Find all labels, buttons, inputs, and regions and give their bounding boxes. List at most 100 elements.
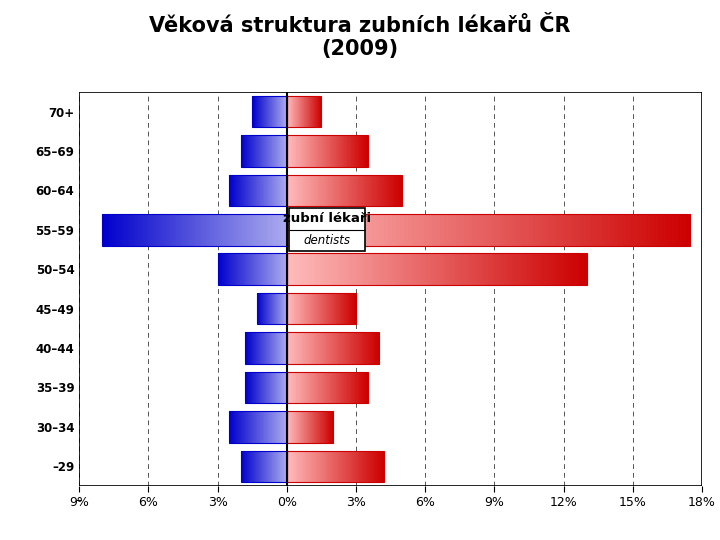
Bar xyxy=(310,450,311,482)
Bar xyxy=(331,135,332,167)
Bar xyxy=(246,372,287,403)
Bar xyxy=(339,135,340,167)
Bar xyxy=(239,214,240,246)
Bar xyxy=(309,450,310,482)
Bar xyxy=(324,293,325,325)
Bar xyxy=(323,174,324,206)
Bar xyxy=(324,372,325,403)
Bar xyxy=(238,253,239,285)
Bar xyxy=(343,174,344,206)
Bar xyxy=(335,293,336,325)
Bar xyxy=(236,253,237,285)
Bar xyxy=(287,135,367,167)
Bar xyxy=(344,174,346,206)
Bar xyxy=(377,253,380,285)
Bar xyxy=(316,450,317,482)
Bar xyxy=(265,214,266,246)
Bar xyxy=(235,214,237,246)
Bar xyxy=(163,214,165,246)
Bar xyxy=(303,332,305,364)
Bar xyxy=(305,372,306,403)
Bar xyxy=(339,332,341,364)
Bar xyxy=(261,214,263,246)
Bar xyxy=(622,214,626,246)
Bar xyxy=(334,135,336,167)
Bar xyxy=(167,214,168,246)
Bar xyxy=(229,174,287,206)
Bar xyxy=(320,332,321,364)
Bar xyxy=(278,253,279,285)
Bar xyxy=(298,450,300,482)
Bar xyxy=(322,135,323,167)
Bar xyxy=(350,253,353,285)
Bar xyxy=(307,174,309,206)
Bar xyxy=(332,174,333,206)
Bar xyxy=(276,253,277,285)
Bar xyxy=(327,293,328,325)
Bar xyxy=(343,372,344,403)
Bar xyxy=(376,214,379,246)
Bar xyxy=(338,253,341,285)
Bar xyxy=(306,332,307,364)
Bar xyxy=(371,253,374,285)
Bar xyxy=(469,214,472,246)
Bar xyxy=(584,253,587,285)
Bar xyxy=(379,174,380,206)
Bar xyxy=(233,214,235,246)
Bar xyxy=(268,253,269,285)
Bar xyxy=(304,135,305,167)
Bar xyxy=(294,372,295,403)
Bar xyxy=(476,253,479,285)
Bar xyxy=(204,214,206,246)
Bar xyxy=(152,214,154,246)
Bar xyxy=(217,214,219,246)
Bar xyxy=(340,135,341,167)
Bar xyxy=(332,372,333,403)
Bar xyxy=(449,253,451,285)
Bar xyxy=(401,253,404,285)
Bar xyxy=(487,253,491,285)
Bar xyxy=(626,214,630,246)
Bar xyxy=(296,332,297,364)
Bar xyxy=(197,214,198,246)
Bar xyxy=(313,332,315,364)
Bar xyxy=(373,450,374,482)
Bar xyxy=(309,135,310,167)
Bar xyxy=(251,253,252,285)
Bar xyxy=(337,450,338,482)
Bar xyxy=(377,450,378,482)
Bar xyxy=(342,174,343,206)
Bar xyxy=(303,135,304,167)
Bar xyxy=(316,293,317,325)
Bar xyxy=(319,332,320,364)
Bar xyxy=(422,253,425,285)
Bar xyxy=(295,450,297,482)
Bar xyxy=(347,214,351,246)
Bar xyxy=(297,372,298,403)
Bar xyxy=(340,450,341,482)
Bar xyxy=(339,450,340,482)
Bar xyxy=(349,135,350,167)
Bar xyxy=(530,253,533,285)
Bar xyxy=(293,372,294,403)
Bar xyxy=(327,214,331,246)
Bar xyxy=(222,214,224,246)
Bar xyxy=(287,372,289,403)
Bar xyxy=(358,135,359,167)
Bar xyxy=(464,253,467,285)
Bar xyxy=(313,372,315,403)
Bar xyxy=(355,332,356,364)
Bar xyxy=(351,450,353,482)
Bar xyxy=(347,372,348,403)
Bar xyxy=(557,214,562,246)
Bar xyxy=(590,214,593,246)
Bar xyxy=(329,372,330,403)
Bar xyxy=(279,214,282,246)
Bar xyxy=(237,214,239,246)
Bar xyxy=(274,214,276,246)
Bar xyxy=(365,332,366,364)
Bar xyxy=(226,214,228,246)
Bar xyxy=(577,253,581,285)
Bar xyxy=(273,253,274,285)
Bar xyxy=(272,253,273,285)
